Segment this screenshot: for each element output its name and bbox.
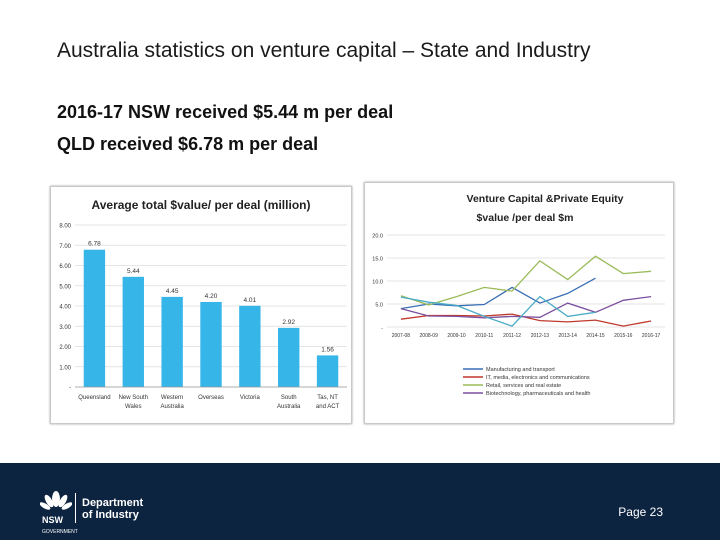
line-xtick-label: 2014-15 <box>586 333 605 339</box>
bar-category-label: Overseas <box>198 395 224 401</box>
bar-chart-panel: Average total $value/ per deal (million)… <box>50 186 352 424</box>
nsw-deal-statement: 2016-17 NSW received $5.44 m per deal <box>57 102 394 122</box>
line-series <box>400 295 652 319</box>
line-chart-panel: Venture Capital &Private Equity $value /p… <box>364 182 674 424</box>
line-xtick-label: 2012-13 <box>531 333 550 339</box>
bar-category-label: Western Australia <box>160 395 184 410</box>
line-xtick-label: 2015-16 <box>614 333 633 339</box>
bar-category-label: Queensland <box>78 395 110 401</box>
bar-ytick-label: - <box>69 386 71 392</box>
nsw-logo-text: NSW GOVERNMENT <box>42 515 78 535</box>
footer-bar: NSW GOVERNMENT Department of Industry Pa… <box>0 463 720 540</box>
bar-category-label: Tas, NT and ACT <box>316 395 340 410</box>
line-xtick-label: 2011-12 <box>503 333 521 339</box>
line-chart-subtitle: $value /per deal $m <box>477 212 574 224</box>
bar-value-label: 1.56 <box>321 346 334 353</box>
bar-value-label: 6.78 <box>88 241 101 248</box>
bar-ytick-label: 7.00 <box>59 244 71 250</box>
bar-ytick-label: 5.00 <box>59 284 71 290</box>
line-ytick-label: 15.0 <box>372 257 383 263</box>
bar-category-label: South Australia <box>277 395 301 410</box>
bar <box>239 305 261 387</box>
bar-ytick-label: 4.00 <box>59 305 71 311</box>
line-series <box>400 255 652 306</box>
bar <box>278 327 300 387</box>
bar-ytick-label: 3.00 <box>59 325 71 331</box>
bar-value-label: 2.92 <box>282 319 295 326</box>
bar-value-label: 4.20 <box>205 293 218 300</box>
line-xtick-label: 2013-14 <box>559 333 578 339</box>
line-ytick-label: 5.0 <box>375 303 383 309</box>
bar-value-label: 5.44 <box>127 268 140 275</box>
line-series <box>400 295 596 327</box>
nsw-waratah-logo <box>39 487 150 527</box>
line-ytick-label: - <box>381 326 383 332</box>
bar <box>316 355 339 387</box>
line-xtick-label: 2007-08 <box>392 333 411 339</box>
bar <box>161 296 183 387</box>
line-ytick-label: 20.0 <box>372 234 383 240</box>
legend-label: IT, media, electronics and communication… <box>486 375 590 381</box>
line-series <box>400 277 596 310</box>
department-name: Department of Industry <box>82 497 144 521</box>
line-xtick-label: 2010-11 <box>475 333 493 339</box>
line-chart-title: Venture Capital &Private Equity <box>467 193 624 205</box>
line-chart: Venture Capital &Private Equity $value /p… <box>372 193 665 397</box>
bar-ytick-label: 8.00 <box>59 224 71 230</box>
line-xtick-label: 2008-09 <box>420 333 439 339</box>
page-number: Page 23 <box>618 505 663 519</box>
bar-chart-title: Average total $value/ per deal (million) <box>92 198 311 212</box>
bar-category-label: New South Wales <box>119 395 148 410</box>
bar-category-label: Victoria <box>240 395 261 401</box>
bar <box>83 249 106 387</box>
waratah-icon <box>39 491 73 510</box>
line-ytick-label: 10.0 <box>372 280 383 286</box>
bar <box>200 301 222 387</box>
bar-chart: Average total $value/ per deal (million)… <box>59 198 347 410</box>
bar-value-label: 4.45 <box>166 288 179 295</box>
logo-divider <box>75 493 76 523</box>
legend-label: Biotechnology, pharmaceuticals and healt… <box>486 391 590 397</box>
slide-title: Australia statistics on venture capital … <box>57 39 591 62</box>
bar-ytick-label: 6.00 <box>59 264 71 270</box>
bar-value-label: 4.01 <box>244 297 257 304</box>
line-xtick-label: 2016-17 <box>642 333 661 339</box>
bar <box>122 276 144 387</box>
bar-ytick-label: 2.00 <box>59 345 71 351</box>
legend-label: Manufacturing and transport <box>486 367 555 373</box>
legend-label: Retail, services and real estate <box>486 383 561 389</box>
qld-deal-statement: QLD received $6.78 m per deal <box>57 134 319 154</box>
line-xtick-label: 2009-10 <box>447 333 466 339</box>
bar-ytick-label: 1.00 <box>59 365 71 371</box>
